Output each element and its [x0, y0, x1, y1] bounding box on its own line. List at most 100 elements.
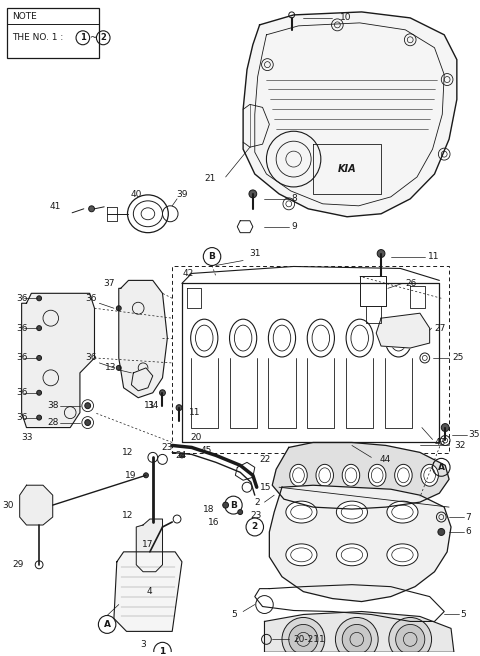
- Circle shape: [289, 625, 318, 654]
- Text: 36: 36: [85, 294, 96, 303]
- Ellipse shape: [286, 544, 317, 565]
- Circle shape: [336, 617, 378, 656]
- Text: 37: 37: [103, 279, 115, 288]
- Text: B: B: [230, 501, 237, 510]
- Text: NOTE: NOTE: [12, 12, 36, 22]
- Ellipse shape: [290, 464, 307, 486]
- Circle shape: [238, 510, 242, 514]
- Ellipse shape: [342, 464, 360, 486]
- Text: 30: 30: [2, 501, 14, 510]
- Text: 26: 26: [405, 279, 417, 288]
- Circle shape: [438, 529, 444, 535]
- Circle shape: [36, 390, 42, 395]
- Circle shape: [144, 473, 148, 478]
- Text: 2: 2: [254, 498, 260, 506]
- Text: 19: 19: [125, 471, 136, 480]
- Text: A: A: [104, 620, 110, 629]
- Circle shape: [36, 415, 42, 420]
- Circle shape: [85, 403, 91, 409]
- Circle shape: [85, 420, 91, 426]
- Text: 7: 7: [466, 512, 471, 522]
- Polygon shape: [376, 313, 430, 348]
- Text: 36: 36: [85, 354, 96, 363]
- Circle shape: [159, 390, 166, 396]
- Text: 16: 16: [208, 518, 220, 527]
- Text: 2: 2: [252, 522, 258, 531]
- Text: 12: 12: [122, 510, 133, 520]
- Text: 40: 40: [131, 190, 142, 199]
- Text: 11: 11: [189, 408, 200, 417]
- Text: 28: 28: [47, 418, 59, 427]
- Text: 32: 32: [454, 441, 465, 450]
- Text: 5: 5: [231, 610, 237, 619]
- Text: 21: 21: [204, 174, 216, 184]
- Text: 15: 15: [260, 483, 271, 492]
- Text: B: B: [209, 252, 216, 261]
- Circle shape: [342, 625, 372, 654]
- Circle shape: [36, 325, 42, 331]
- Text: 33: 33: [22, 433, 33, 442]
- Text: 13: 13: [105, 363, 117, 373]
- Circle shape: [396, 625, 425, 654]
- Circle shape: [116, 365, 121, 371]
- Text: 1: 1: [159, 647, 166, 656]
- Ellipse shape: [387, 544, 418, 565]
- Circle shape: [36, 356, 42, 360]
- Ellipse shape: [336, 501, 368, 523]
- Circle shape: [377, 249, 385, 258]
- Polygon shape: [114, 552, 182, 631]
- Text: 44: 44: [379, 455, 390, 464]
- Text: 5: 5: [461, 610, 467, 619]
- Text: 31: 31: [249, 249, 261, 258]
- Text: 24: 24: [175, 451, 186, 460]
- Ellipse shape: [369, 464, 386, 486]
- Text: 29: 29: [12, 560, 24, 569]
- Polygon shape: [22, 293, 95, 428]
- Text: 1: 1: [80, 33, 86, 42]
- Text: 43: 43: [434, 438, 446, 447]
- Polygon shape: [269, 485, 451, 602]
- Text: 11: 11: [428, 252, 439, 261]
- Text: 22: 22: [260, 455, 271, 464]
- Circle shape: [282, 617, 325, 656]
- Ellipse shape: [336, 544, 368, 565]
- Ellipse shape: [316, 464, 334, 486]
- Polygon shape: [264, 611, 454, 652]
- Text: 12: 12: [122, 448, 133, 457]
- Text: 20-211: 20-211: [294, 635, 325, 644]
- Circle shape: [89, 206, 95, 212]
- Polygon shape: [119, 280, 168, 398]
- Text: 27: 27: [434, 323, 446, 333]
- Text: 36: 36: [17, 388, 28, 398]
- Text: 2: 2: [100, 33, 106, 42]
- Circle shape: [180, 453, 184, 458]
- Bar: [172, 266, 449, 453]
- Text: 36: 36: [17, 413, 28, 422]
- Ellipse shape: [421, 464, 438, 486]
- Circle shape: [36, 296, 42, 301]
- Bar: [7, 8, 99, 58]
- Text: 10: 10: [340, 13, 352, 22]
- Text: 8: 8: [292, 194, 298, 203]
- Circle shape: [441, 424, 449, 432]
- Text: 34: 34: [147, 401, 158, 410]
- Text: 23: 23: [250, 510, 261, 520]
- Polygon shape: [136, 519, 163, 572]
- Circle shape: [389, 617, 432, 656]
- Text: 45: 45: [201, 446, 212, 455]
- Text: 39: 39: [176, 190, 188, 199]
- Text: 3: 3: [140, 640, 146, 649]
- Polygon shape: [243, 12, 457, 216]
- Polygon shape: [272, 442, 449, 509]
- Polygon shape: [132, 368, 153, 391]
- Text: A: A: [438, 463, 445, 472]
- Text: 20: 20: [191, 433, 202, 442]
- Circle shape: [176, 405, 182, 411]
- Text: THE NO. 1 :: THE NO. 1 :: [12, 33, 66, 42]
- Text: KIA: KIA: [338, 164, 356, 174]
- Text: 36: 36: [17, 323, 28, 333]
- Ellipse shape: [395, 464, 412, 486]
- Text: 9: 9: [292, 222, 298, 231]
- Text: 17: 17: [142, 541, 154, 549]
- Ellipse shape: [387, 501, 418, 523]
